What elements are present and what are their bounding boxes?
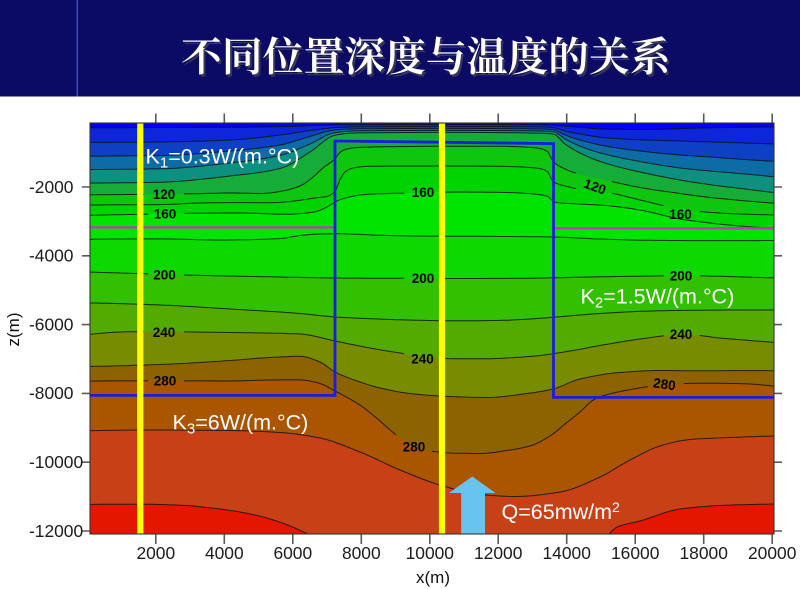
svg-text:240: 240 bbox=[670, 327, 693, 342]
svg-text:240: 240 bbox=[153, 325, 176, 340]
svg-text:K3=6W/(m.°C): K3=6W/(m.°C) bbox=[173, 411, 309, 438]
svg-text:160: 160 bbox=[669, 207, 692, 222]
svg-text:6000: 6000 bbox=[273, 543, 312, 563]
svg-text:280: 280 bbox=[652, 375, 676, 393]
svg-text:280: 280 bbox=[403, 440, 426, 455]
svg-text:x(m): x(m) bbox=[416, 568, 450, 587]
svg-text:-2000: -2000 bbox=[29, 177, 73, 197]
svg-text:120: 120 bbox=[153, 187, 176, 202]
svg-text:Q=65mw/m2: Q=65mw/m2 bbox=[502, 499, 621, 524]
svg-text:200: 200 bbox=[153, 268, 176, 283]
svg-text:14000: 14000 bbox=[543, 543, 591, 563]
svg-text:120: 120 bbox=[582, 176, 608, 198]
svg-text:10000: 10000 bbox=[406, 543, 454, 563]
svg-text:200: 200 bbox=[412, 271, 435, 286]
svg-text:18000: 18000 bbox=[680, 543, 728, 563]
svg-text:12000: 12000 bbox=[474, 543, 522, 563]
svg-text:280: 280 bbox=[154, 373, 177, 388]
svg-text:240: 240 bbox=[411, 351, 434, 366]
svg-text:z(m): z(m) bbox=[4, 313, 23, 347]
svg-text:20000: 20000 bbox=[748, 543, 796, 563]
svg-text:8000: 8000 bbox=[342, 543, 381, 563]
svg-text:-4000: -4000 bbox=[29, 246, 73, 266]
svg-text:4000: 4000 bbox=[205, 543, 244, 563]
svg-text:160: 160 bbox=[154, 207, 177, 222]
svg-text:2000: 2000 bbox=[136, 543, 175, 563]
svg-text:16000: 16000 bbox=[611, 543, 659, 563]
svg-text:-6000: -6000 bbox=[29, 314, 73, 334]
svg-text:K1=0.3W/(m.°C): K1=0.3W/(m.°C) bbox=[146, 145, 300, 172]
svg-text:-12000: -12000 bbox=[29, 521, 83, 541]
svg-text:200: 200 bbox=[670, 268, 693, 283]
svg-text:160: 160 bbox=[412, 185, 435, 200]
svg-text:-8000: -8000 bbox=[29, 383, 73, 403]
svg-text:-10000: -10000 bbox=[29, 452, 83, 472]
svg-text:K2=1.5W/(m.°C): K2=1.5W/(m.°C) bbox=[581, 285, 735, 312]
